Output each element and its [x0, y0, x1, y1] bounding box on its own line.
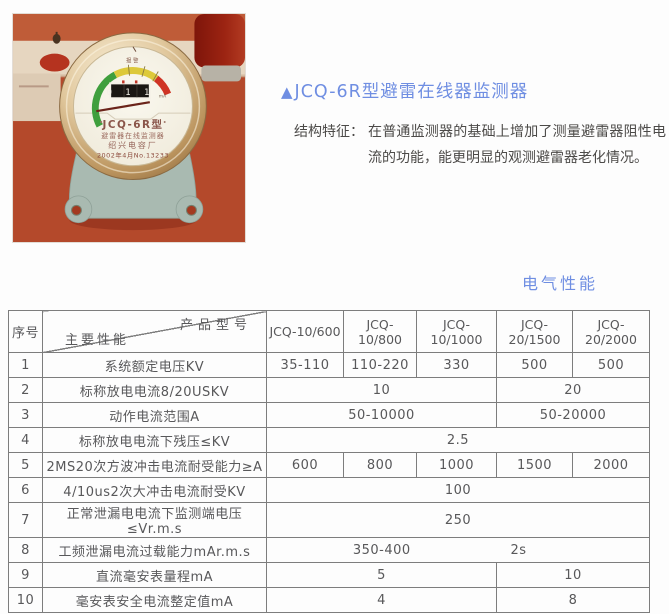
spec-label-cell: 系统额定电压KV: [42, 352, 267, 378]
row-number-cell: 5: [8, 452, 43, 478]
spec-label-cell: 毫安表安全电流整定值mA: [42, 587, 267, 613]
background-paper: [13, 73, 61, 122]
row-number-cell: 3: [8, 402, 43, 428]
spec-label-cell: 标称放电电流8/20USKV: [42, 377, 267, 403]
row-number-cell: 9: [8, 562, 43, 588]
corner-main-performance-label: 主要性能: [65, 333, 130, 348]
counter-window: [111, 84, 149, 98]
spec-value-cell: 8: [496, 587, 650, 613]
table-row: 9 直流毫安表量程mA 5 10: [8, 562, 650, 588]
mounting-hole-right: [186, 204, 197, 216]
table-row: 7 正常泄漏电电流下监测端电压≤Vr.m.s 250: [8, 502, 650, 538]
triangle-bullet-icon: ▲: [281, 83, 294, 101]
table-row: 6 4/10us2次大冲击电流耐受KV 100: [8, 477, 650, 503]
spec-value-cell: 500: [572, 352, 650, 378]
row-number-cell: 6: [8, 477, 43, 503]
background-grey-socket: [201, 65, 242, 82]
spec-value-cell: 10: [266, 377, 497, 403]
spec-label-cell: 2MS20次方波冲击电流耐受能力≥A: [42, 452, 267, 478]
spec-value-cell: 2000: [572, 452, 650, 478]
feature-label: 结构特征：: [294, 124, 364, 140]
spec-value-cell: 2s: [496, 537, 650, 563]
table-header-row: 序号 产品型号 主要性能 JCQ-10/600 JCQ-10/800 JCQ-10/…: [8, 310, 650, 353]
row-number-cell: 1: [8, 352, 43, 378]
table-row: 1 系统额定电压KV 35-110 110-220 330 500 500: [8, 352, 650, 378]
header-model-1: JCQ-10/800: [343, 310, 417, 353]
gauge-face: 报警 0 1 1 mA JCQ-6R型 避雷器在线监测器 绍兴电容厂 2002年…: [59, 32, 207, 181]
section-heading-electrical: 电气性能: [522, 274, 599, 293]
header-corner-cell: 产品型号 主要性能: [42, 310, 267, 353]
spec-value-cell: 500: [496, 352, 573, 378]
row-number-cell: 2: [8, 377, 43, 403]
spec-value-cell: 35-110: [266, 352, 344, 378]
dial-factory-text: 绍兴电容厂: [108, 140, 158, 150]
gauge-photo-illustration: 报警 0 1 1 mA JCQ-6R型 避雷器在线监测器 绍兴电容厂 2002年…: [13, 14, 245, 242]
corner-product-model-label: 产品型号: [179, 318, 252, 333]
header-model-2: JCQ-10/1000: [416, 310, 497, 353]
background-red-object: [194, 14, 245, 68]
spec-value-cell: 110-220: [343, 352, 417, 378]
spec-value-cell: 350-400: [266, 537, 497, 563]
dial-serial-text: 2002年4月No.13233: [97, 151, 169, 160]
spec-value-cell: 100: [266, 477, 650, 503]
dial-model-text: JCQ-6R型: [102, 118, 164, 131]
scale-green-zone: [91, 71, 118, 128]
header-model-3: JCQ-20/1500: [496, 310, 573, 353]
spec-value-cell: 50-10000: [266, 402, 497, 428]
spec-label-cell: 标称放电电流下残压≤KV: [42, 427, 267, 453]
spec-value-cell: 1500: [496, 452, 573, 478]
feature-paragraph: 结构特征： 在普通监测器的基础上增加了测量避雷器阻性电流的功能，能更明显的观测避…: [294, 119, 666, 171]
spec-value-cell: 800: [343, 452, 417, 478]
counter-digits: 0 1 1: [107, 88, 154, 98]
spec-value-cell: 4: [266, 587, 497, 613]
spec-value-cell: 2.5: [266, 427, 650, 453]
gauge-needle: [96, 101, 150, 113]
table-row: 10 毫安表安全电流整定值mA 4 8: [8, 587, 650, 613]
background-red-cap: [39, 53, 70, 72]
table-row: 5 2MS20次方波冲击电流耐受能力≥A 600 800 1000 1500 2000: [8, 452, 650, 478]
mounting-hole-left: [71, 204, 82, 216]
spec-value-cell: 20: [496, 377, 650, 403]
header-serial-number: 序号: [8, 310, 43, 353]
spec-label-cell: 动作电流范围A: [42, 402, 267, 428]
table-row: 8 工频泄漏电流过载能力mAr.m.s 350-400 2s: [8, 537, 650, 563]
feature-text: 在普通监测器的基础上增加了测量避雷器阻性电流的功能，能更明显的观测避雷器老化情况…: [368, 124, 666, 166]
table-row: 4 标称放电电流下残压≤KV 2.5: [8, 427, 650, 453]
counter-unit-label: mA: [159, 93, 167, 99]
row-number-cell: 8: [8, 537, 43, 563]
row-number-cell: 4: [8, 427, 43, 453]
header-model-0: JCQ-10/600: [266, 310, 344, 353]
spec-value-cell: 250: [266, 502, 650, 538]
spec-value-cell: 10: [496, 562, 650, 588]
scale-red-zone: [153, 75, 172, 96]
spec-label-cell: 4/10us2次大冲击电流耐受KV: [42, 477, 267, 503]
table-row: 3 动作电流范围A 50-10000 50-20000: [8, 402, 650, 428]
row-number-cell: 7: [8, 502, 43, 538]
product-title: ▲JCQ-6R型避雷在线器监测器: [281, 78, 528, 103]
row-number-cell: 10: [8, 587, 43, 613]
table-row: 2 标称放电电流8/20USKV 10 20: [8, 377, 650, 403]
dial-seam: [75, 112, 191, 120]
scale-yellow-zone: [113, 67, 159, 82]
spec-table: 序号 产品型号 主要性能 JCQ-10/600 JCQ-10/800 JCQ-10/…: [8, 310, 650, 613]
spec-label-cell: 正常泄漏电电流下监测端电压≤Vr.m.s: [42, 502, 267, 538]
product-title-text: JCQ-6R型避雷在线器监测器: [294, 82, 529, 102]
spec-label-cell: 工频泄漏电流过载能力mAr.m.s: [42, 537, 267, 563]
product-photo: 报警 0 1 1 mA JCQ-6R型 避雷器在线监测器 绍兴电容厂 2002年…: [12, 13, 246, 243]
spec-value-cell: 600: [266, 452, 344, 478]
spec-label-cell: 直流毫安表量程mA: [42, 562, 267, 588]
spec-value-cell: 330: [416, 352, 497, 378]
alarm-label: 报警: [126, 57, 140, 65]
spec-value-cell: 50-20000: [496, 402, 650, 428]
header-model-4: JCQ-20/2000: [572, 310, 650, 353]
spec-value-cell: 5: [266, 562, 497, 588]
dial-name-text: 避雷器在线监测器: [101, 131, 164, 140]
spec-value-cell: 1000: [416, 452, 497, 478]
